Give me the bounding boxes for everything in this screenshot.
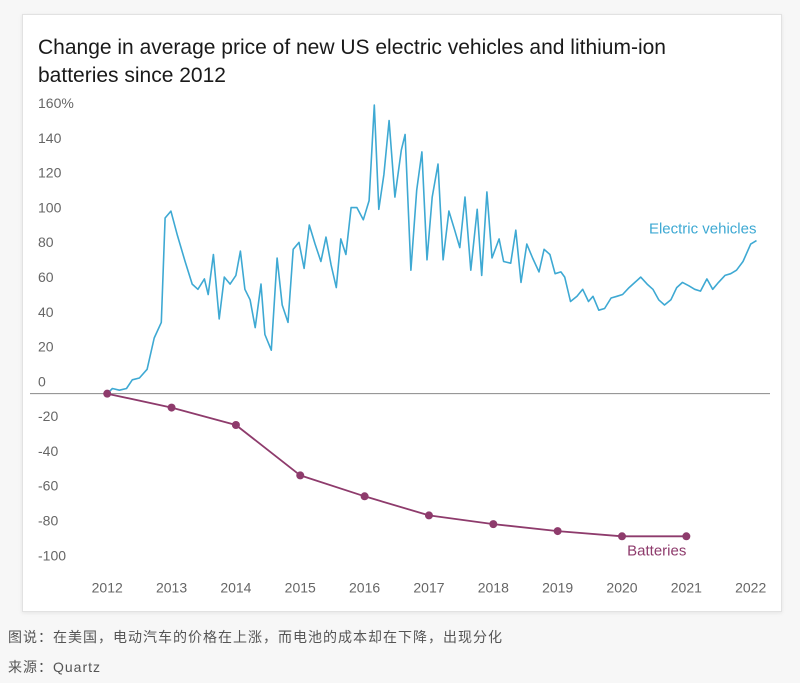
y-tick-label: 20 (38, 339, 54, 355)
chart-title: Change in average price of new US electr… (38, 36, 666, 87)
x-tick-label: 2014 (220, 580, 251, 596)
y-tick-label: -20 (38, 408, 58, 424)
data-point (424, 511, 433, 520)
data-point (103, 389, 112, 398)
x-tick-label: 2013 (156, 580, 187, 596)
x-tick-label: 2022 (735, 580, 766, 596)
y-tick-label: -80 (38, 513, 58, 529)
series-label: Electric vehicles (649, 221, 757, 238)
data-point (553, 527, 562, 536)
caption: 图说：在美国，电动汽车的价格在上涨，而电池的成本却在下降，出现分化 (8, 629, 503, 645)
series-line (107, 392, 687, 538)
data-point (489, 520, 498, 529)
data-point (167, 403, 176, 412)
x-tick-label: 2015 (285, 580, 316, 596)
x-tick-label: 2012 (92, 580, 123, 596)
y-tick-label: -100 (38, 547, 66, 563)
y-tick-label: 140 (38, 130, 62, 146)
y-tick-label: -40 (38, 443, 58, 459)
chart-card (22, 14, 782, 612)
x-tick-label: 2021 (671, 580, 702, 596)
y-tick-label: 160% (38, 95, 74, 111)
series-line (106, 104, 757, 395)
series-label: Batteries (627, 542, 686, 559)
y-tick-label: 60 (38, 269, 54, 285)
source: 来源：Quartz (8, 659, 102, 675)
y-tick-label: 0 (38, 373, 46, 389)
y-tick-label: -60 (38, 478, 58, 494)
y-tick-label: 80 (38, 234, 54, 250)
data-point (682, 532, 691, 541)
y-tick-label: 40 (38, 304, 54, 320)
x-tick-label: 2016 (349, 580, 380, 596)
x-tick-label: 2019 (542, 580, 573, 596)
data-point (360, 492, 369, 501)
x-tick-label: 2020 (606, 580, 637, 596)
x-tick-label: 2017 (413, 580, 444, 596)
x-tick-label: 2018 (478, 580, 509, 596)
data-point (231, 420, 240, 429)
y-tick-label: 120 (38, 165, 62, 181)
data-point (618, 532, 626, 541)
data-point (296, 471, 305, 480)
y-tick-label: 100 (38, 199, 62, 215)
